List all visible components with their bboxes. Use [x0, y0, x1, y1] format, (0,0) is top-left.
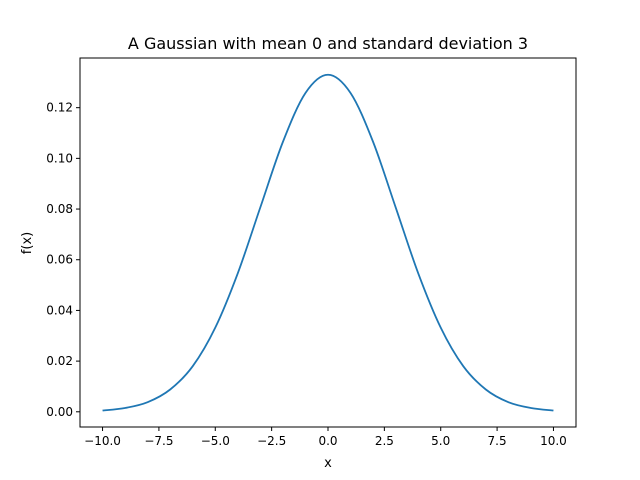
y-axis-label: f(x) [20, 232, 35, 254]
y-tick-label: 0.02 [46, 354, 73, 368]
y-tick-label: 0.04 [46, 303, 73, 317]
x-tick-label: 10.0 [540, 434, 567, 448]
x-tick-label: −10.0 [84, 434, 121, 448]
x-axis-label: x [324, 456, 332, 471]
y-tick-label: 0.10 [46, 151, 73, 165]
y-axis-ticks: 0.00 0.02 0.04 0.06 0.08 0.10 0.12 [46, 101, 80, 419]
x-tick-label: 2.5 [375, 434, 394, 448]
chart-title: A Gaussian with mean 0 and standard devi… [128, 34, 528, 53]
series-layer [102, 73, 554, 412]
x-tick-label: −2.5 [257, 434, 286, 448]
x-tick-label: 7.5 [488, 434, 507, 448]
x-axis-ticks: −10.0 −7.5 −5.0 −2.5 0.0 2.5 5.0 7.5 10.0 [84, 427, 567, 448]
y-tick-label: 0.12 [46, 101, 73, 115]
x-tick-label: 0.0 [318, 434, 337, 448]
x-tick-label: 5.0 [431, 434, 450, 448]
y-tick-label: 0.08 [46, 202, 73, 216]
x-tick-label: −7.5 [144, 434, 173, 448]
plot-area [80, 58, 576, 427]
y-tick-label: 0.00 [46, 405, 73, 419]
gaussian-series-line [102, 73, 554, 412]
y-tick-label: 0.06 [46, 253, 73, 267]
plot-frame [79, 57, 577, 428]
x-tick-label: −5.0 [201, 434, 230, 448]
